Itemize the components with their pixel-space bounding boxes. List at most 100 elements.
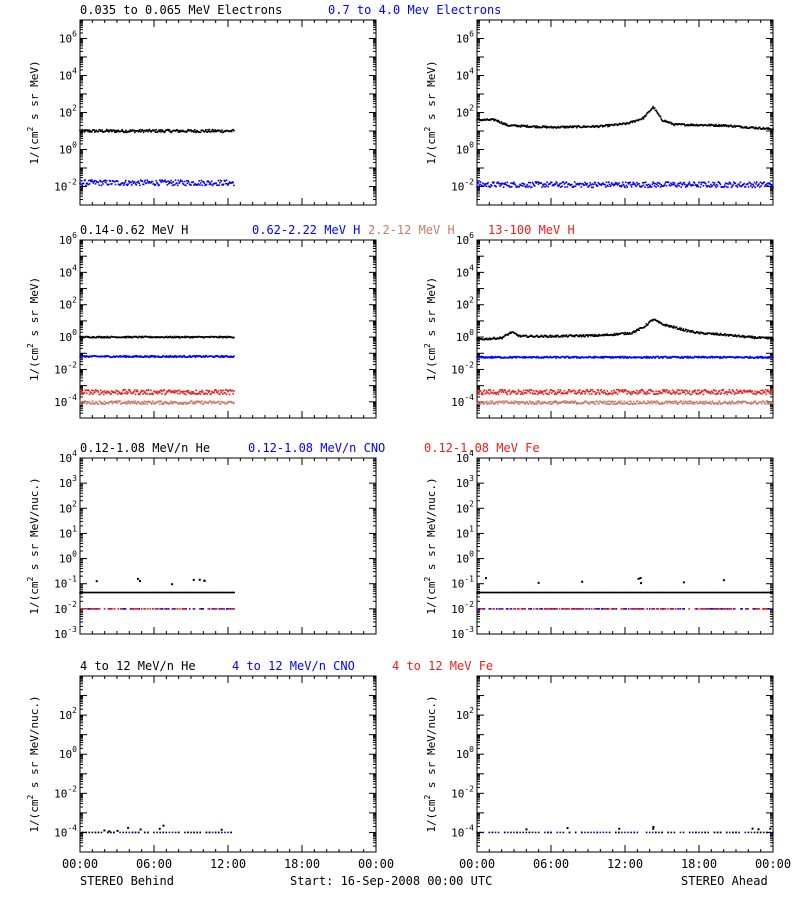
data-point	[187, 392, 189, 394]
data-point	[655, 390, 657, 392]
data-point	[569, 402, 571, 404]
panel-title-3-0: 4 to 12 MeV/n He	[80, 659, 196, 673]
data-point	[527, 184, 529, 186]
data-point	[143, 402, 145, 404]
data-point	[212, 185, 214, 187]
data-point	[729, 401, 731, 403]
data-point	[556, 402, 558, 404]
data-point	[174, 184, 176, 186]
data-point	[198, 393, 200, 395]
data-point	[621, 185, 623, 187]
data-point	[541, 390, 543, 392]
data-point	[607, 185, 609, 187]
y-axis-label: 1/(cm2 s sr MeV)	[423, 277, 438, 381]
data-point	[552, 403, 554, 405]
data-point	[685, 186, 687, 188]
data-point	[532, 393, 534, 395]
data-point	[604, 392, 606, 394]
data-point	[724, 184, 726, 186]
data-point	[578, 391, 580, 393]
data-point	[512, 390, 514, 392]
data-point	[478, 403, 480, 405]
data-point	[694, 403, 696, 405]
data-point	[703, 403, 705, 405]
data-point	[179, 393, 181, 395]
data-point	[690, 401, 692, 403]
data-point	[728, 183, 730, 185]
data-point	[607, 401, 609, 403]
data-point	[125, 180, 127, 182]
data-point	[504, 123, 506, 125]
data-point	[106, 129, 108, 131]
data-point	[694, 182, 696, 184]
data-point	[531, 403, 533, 405]
series-1	[476, 356, 774, 359]
data-point	[82, 401, 84, 403]
data-point	[677, 184, 679, 186]
data-point	[753, 185, 755, 187]
data-point	[719, 401, 721, 403]
data-point	[98, 182, 100, 184]
data-point	[184, 181, 186, 183]
data-point	[161, 182, 163, 184]
data-point	[730, 183, 732, 185]
data-point	[712, 182, 714, 184]
data-point	[88, 390, 90, 392]
data-point	[201, 391, 203, 393]
data-point	[127, 392, 129, 394]
y-tick-label: 106	[456, 231, 474, 247]
data-point	[217, 185, 219, 187]
data-point	[206, 184, 208, 186]
data-point	[557, 403, 559, 405]
y-tick-label: 104	[456, 263, 474, 279]
data-point	[213, 392, 215, 394]
data-point	[221, 180, 223, 182]
y-tick-label: 10-4	[54, 393, 77, 409]
series-2	[79, 400, 235, 405]
data-point	[192, 402, 194, 404]
y-axis-label: 1/(cm2 s sr MeV)	[423, 60, 438, 164]
data-point	[636, 182, 638, 184]
data-point	[117, 181, 119, 183]
data-point	[513, 403, 515, 405]
data-point	[92, 180, 94, 182]
data-point	[618, 401, 620, 403]
data-point	[166, 181, 168, 183]
data-point	[666, 185, 668, 187]
data-point	[517, 334, 519, 336]
data-point	[482, 182, 484, 184]
data-point	[593, 184, 595, 186]
data-point	[541, 403, 543, 405]
data-point	[169, 182, 171, 184]
data-point	[660, 403, 662, 405]
data-point	[232, 182, 234, 184]
data-point	[677, 393, 679, 395]
data-point	[143, 132, 145, 134]
data-point	[124, 131, 126, 133]
data-point	[221, 390, 223, 392]
data-point	[754, 338, 756, 340]
data-point	[97, 390, 99, 392]
data-point	[655, 393, 657, 395]
data-point	[591, 186, 593, 188]
data-point	[115, 131, 117, 133]
data-point	[482, 402, 484, 404]
data-point	[651, 400, 653, 402]
data-point	[133, 391, 135, 393]
data-point	[538, 400, 540, 402]
data-point	[101, 403, 103, 405]
data-point	[158, 129, 160, 131]
data-point	[576, 403, 578, 405]
data-point	[638, 392, 640, 394]
data-point	[649, 185, 651, 187]
data-point	[754, 182, 756, 184]
data-point	[683, 401, 685, 403]
data-point	[550, 401, 552, 403]
data-point	[597, 401, 599, 403]
data-point	[152, 181, 154, 183]
data-point	[184, 393, 186, 395]
y-tick-label: 10-2	[54, 600, 77, 616]
data-point	[520, 126, 522, 128]
data-point	[80, 403, 82, 405]
data-point	[141, 180, 143, 182]
